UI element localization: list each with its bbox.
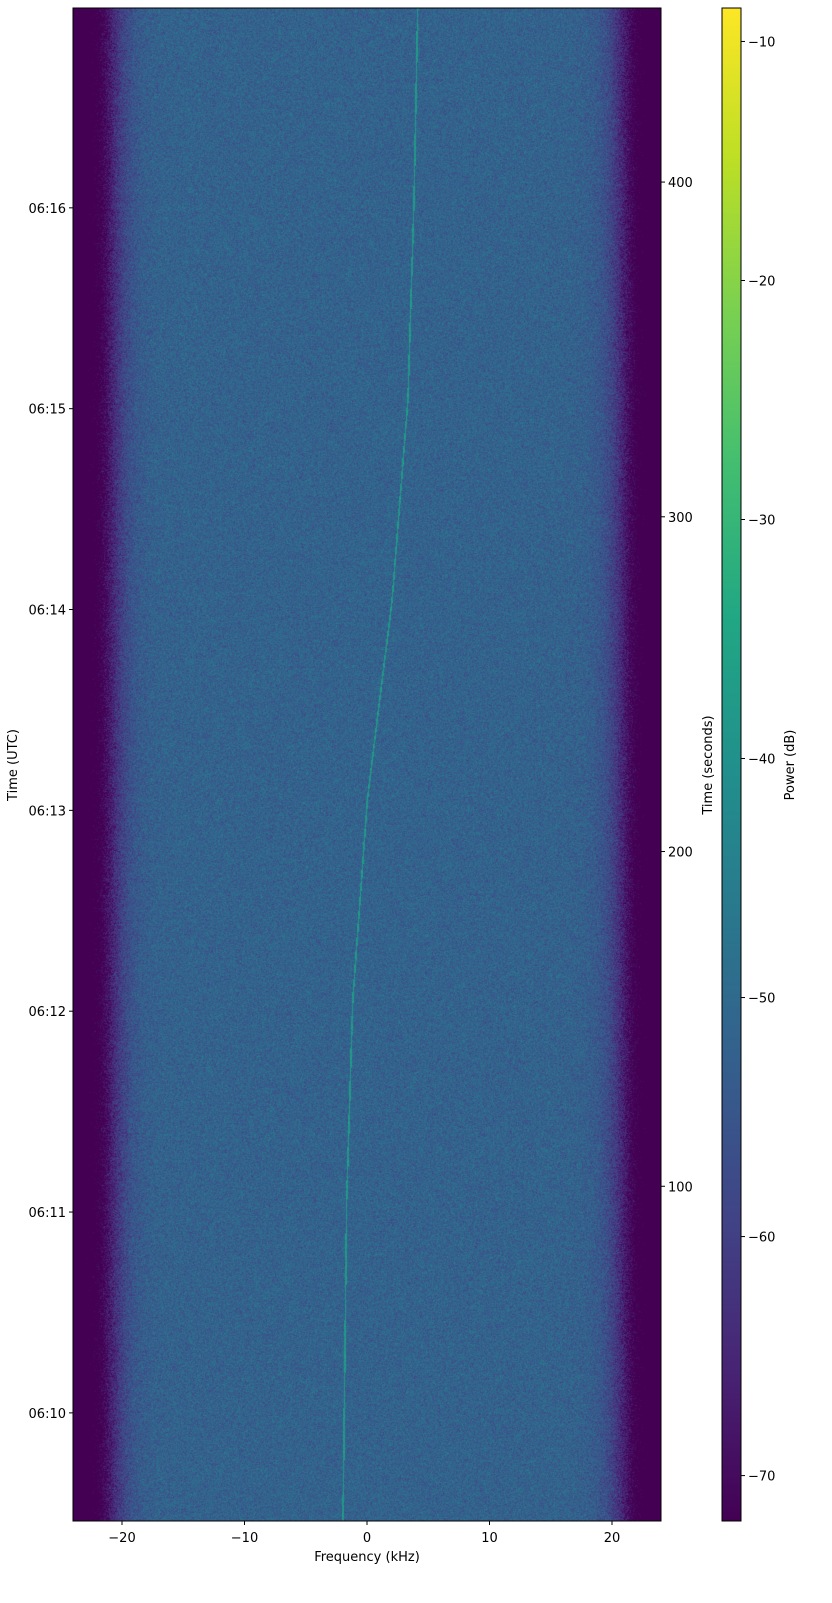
y-left-tick-label: 06:14: [29, 604, 66, 619]
x-tick-label: 10: [481, 1531, 498, 1546]
y-right-tick-label: 400: [668, 176, 693, 191]
y-left-tick-label: 06:15: [29, 403, 66, 418]
colorbar-label: Power (dB): [783, 730, 798, 801]
colorbar-tick-label: −40: [748, 753, 775, 768]
y-left-tick-label: 06:13: [29, 804, 66, 819]
colorbar-tick-label: −10: [748, 35, 775, 50]
y-right-tick-label: 300: [668, 511, 693, 526]
colorbar-tick-label: −60: [748, 1231, 775, 1246]
colorbar: [722, 8, 741, 1521]
y-right-tick-label: 100: [668, 1180, 693, 1195]
x-tick-label: −10: [231, 1531, 258, 1546]
y-left-tick-label: 06:11: [29, 1206, 66, 1221]
y-left-tick-label: 06:16: [29, 202, 66, 217]
y-left-tick-label: 06:10: [29, 1407, 66, 1422]
colorbar-frame: [721, 7, 742, 1522]
y-axis-right-label: Time (seconds): [701, 715, 716, 815]
x-tick-label: 20: [604, 1531, 621, 1546]
spectrogram-heatmap: [73, 8, 661, 1521]
x-tick-label: 0: [363, 1531, 371, 1546]
colorbar-tick-label: −20: [748, 274, 775, 289]
y-axis-left-label: Time (UTC): [6, 729, 21, 802]
colorbar-tick-label: −30: [748, 514, 775, 529]
plot-frame: [72, 7, 662, 1522]
y-right-tick-label: 200: [668, 846, 693, 861]
colorbar-tick-label: −50: [748, 992, 775, 1007]
colorbar-tick-label: −70: [748, 1470, 775, 1485]
x-tick-label: −20: [108, 1531, 135, 1546]
y-left-tick-label: 06:12: [29, 1005, 66, 1020]
x-axis-label: Frequency (kHz): [314, 1550, 420, 1565]
